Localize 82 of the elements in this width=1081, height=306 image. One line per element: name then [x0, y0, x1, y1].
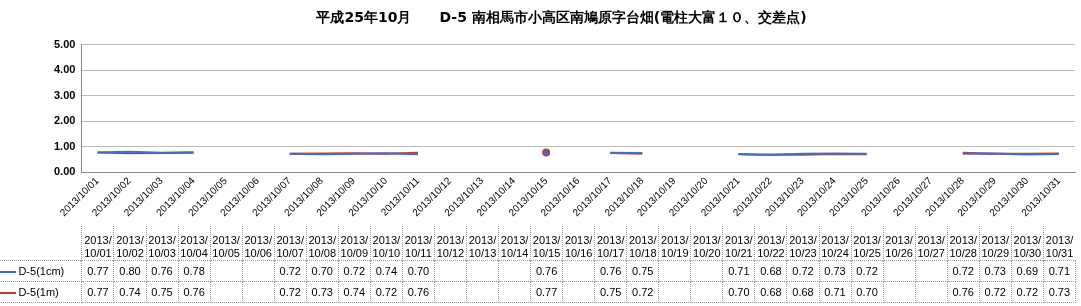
category-label: 2013/10/31	[1045, 234, 1074, 259]
data-label: 0.76	[178, 281, 211, 303]
data-label: 0.76	[530, 260, 563, 282]
data-label: 0.75	[626, 260, 659, 282]
data-label: 0.72	[626, 281, 659, 303]
category-label: 2013/10/24	[821, 234, 849, 259]
data-label: 0.75	[594, 281, 627, 303]
data-label: 0.76	[402, 281, 435, 303]
data-label: 0.72	[274, 281, 307, 303]
category-label: 2013/10/17	[596, 234, 625, 259]
data-label: 0.69	[1011, 260, 1044, 282]
data-label: 0.73	[979, 260, 1012, 282]
category-label: 2013/10/13	[468, 234, 497, 259]
category-label: 2013/10/28	[949, 234, 977, 259]
data-label: 0.70	[851, 281, 884, 303]
data-label: 0.71	[1043, 260, 1076, 282]
category-label: 2013/10/10	[372, 234, 401, 259]
category-label: 2013/10/05	[212, 234, 240, 259]
data-label: 0.68	[786, 281, 819, 303]
data-label: 0.72	[338, 260, 371, 282]
category-label: 2013/10/06	[244, 234, 272, 259]
data-label: 0.77	[81, 281, 114, 303]
category-label: 2013/10/12	[436, 234, 465, 259]
y-tick-label: 0.00	[53, 165, 76, 178]
data-label: 0.73	[819, 260, 852, 282]
data-label: 0.70	[722, 281, 755, 303]
category-label: 2013/10/07	[276, 234, 304, 259]
data-label: 0.72	[1011, 281, 1044, 303]
y-tick-label: 5.00	[53, 37, 76, 50]
y-tick-label: 4.00	[53, 63, 76, 76]
data-label: 0.77	[81, 260, 114, 282]
data-label: 0.73	[1043, 281, 1076, 303]
y-tick-label: 2.00	[53, 114, 76, 127]
data-label: 0.68	[754, 260, 787, 282]
data-label: 0.72	[786, 260, 819, 282]
category-label: 2013/10/27	[917, 234, 945, 259]
category-label: 2013/10/20	[693, 234, 721, 259]
data-label: 0.76	[146, 260, 179, 282]
category-label: 2013/10/11	[404, 234, 433, 259]
data-label: 0.76	[947, 281, 980, 303]
data-label: 0.72	[979, 281, 1012, 303]
category-label: 2013/10/29	[981, 234, 1010, 259]
data-label: 0.77	[530, 281, 563, 303]
data-label: 0.80	[113, 260, 147, 282]
category-label: 2013/10/22	[757, 234, 785, 259]
data-label: 0.73	[306, 281, 339, 303]
category-label: 2013/10/23	[789, 234, 817, 259]
category-label: 2013/10/14	[500, 234, 529, 259]
data-label: 0.72	[947, 260, 980, 282]
category-label: 2013/10/21	[725, 234, 753, 259]
data-label: 0.70	[306, 260, 339, 282]
category-label: 2013/10/09	[340, 234, 369, 259]
category-label: 2013/10/03	[148, 234, 176, 259]
category-label: 2013/10/04	[180, 234, 208, 259]
data-label: 0.72	[274, 260, 307, 282]
data-label: 0.74	[113, 281, 147, 303]
data-label: 0.74	[370, 260, 403, 282]
data-label: 0.74	[338, 281, 371, 303]
y-tick-label: 3.00	[53, 88, 76, 101]
data-label: 0.71	[722, 260, 755, 282]
data-label: 0.75	[146, 281, 179, 303]
category-label: 2013/10/25	[853, 234, 881, 259]
category-label: 2013/10/19	[661, 234, 689, 259]
category-label: 2013/10/02	[116, 234, 144, 259]
category-label: 2013/10/01	[84, 234, 112, 259]
y-tick-label: 1.00	[53, 139, 76, 152]
category-label: 2013/10/16	[564, 234, 593, 259]
category-label: 2013/10/15	[532, 234, 561, 259]
data-label: 0.78	[178, 260, 211, 282]
chart-title: 平成25年10月 D-5 南相馬市小高区南鳩原字台畑(電柱大富１０、交差点)	[315, 9, 807, 26]
data-label: 0.70	[402, 260, 435, 282]
data-label: 0.71	[819, 281, 852, 303]
data-label: 0.76	[594, 260, 627, 282]
category-label: 2013/10/30	[1013, 234, 1042, 259]
data-label: 0.72	[851, 260, 884, 282]
category-label: 2013/10/18	[628, 234, 657, 259]
data-label: 0.72	[370, 281, 403, 303]
legend-label: D-5(1cm)	[0, 260, 82, 282]
data-label: 0.68	[754, 281, 787, 303]
category-label: 2013/10/26	[885, 234, 913, 259]
legend-label: D-5(1m)	[0, 281, 82, 303]
category-label: 2013/10/08	[308, 234, 337, 259]
